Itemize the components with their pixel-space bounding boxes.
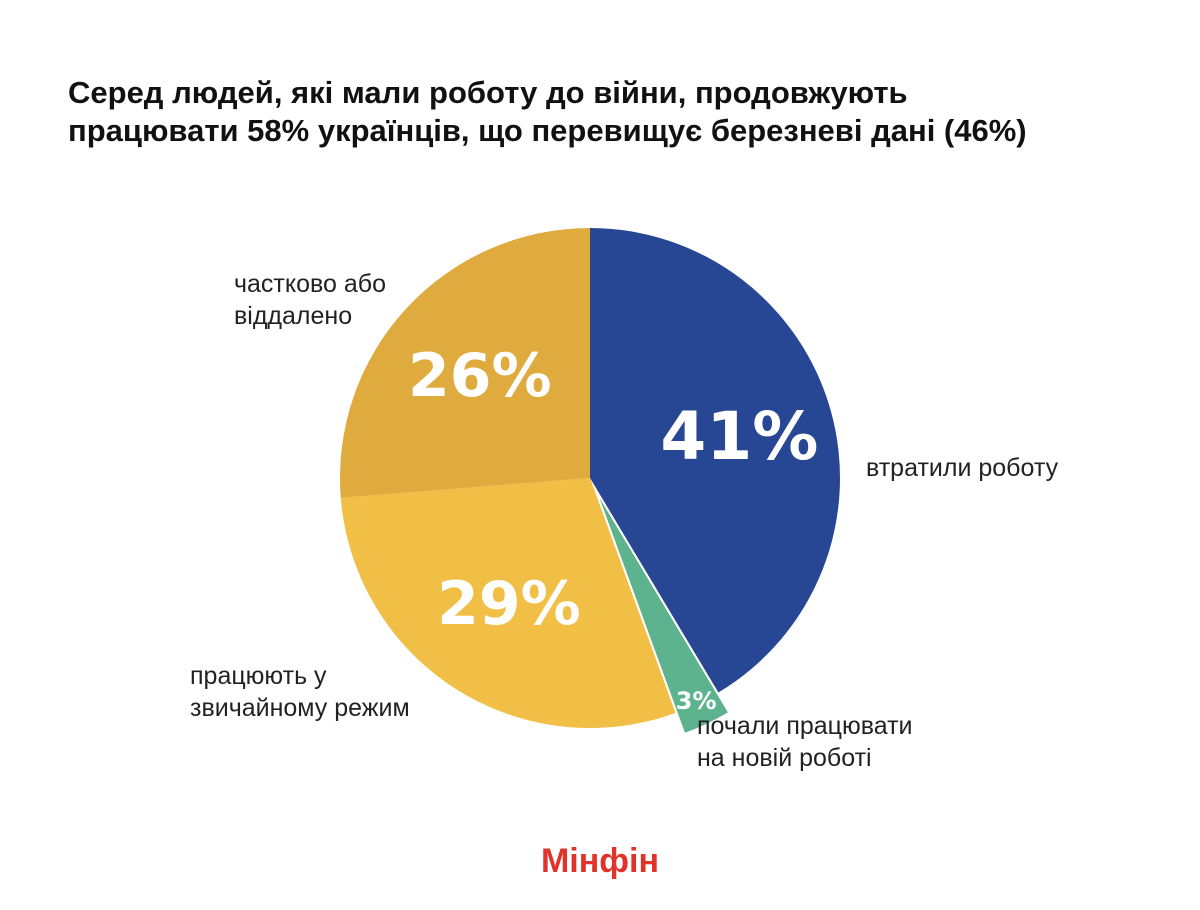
chart-title-line-2: працювати 58% українців, що перевищує бе…	[68, 113, 1027, 148]
category-label-line: частково або	[234, 270, 386, 298]
value-label-new-job: 3%	[676, 687, 717, 715]
value-label-lost-job: 41%	[660, 398, 818, 475]
pie-slice-partial-remote	[340, 228, 590, 498]
category-label-lost-job: втратили роботу	[866, 454, 1059, 482]
value-label-partial-remote: 26%	[408, 341, 552, 411]
pie-slice-lost-job	[590, 228, 841, 693]
category-label-line: працюють у	[190, 662, 327, 690]
value-label-normal-mode: 29%	[437, 569, 581, 639]
pie-slice-new-job	[599, 497, 728, 733]
chart-title-line-1: Серед людей, які мали роботу до війни, п…	[68, 75, 908, 110]
chart-title: Серед людей, які мали роботу до війни, п…	[68, 74, 1148, 150]
pie-slice-normal-mode	[340, 478, 676, 729]
category-label-partial-remote: частково або віддалено	[234, 270, 386, 330]
category-label-new-job: почали працювати на новій роботі	[697, 712, 913, 772]
category-label-line: віддалено	[234, 302, 352, 330]
category-label-line: почали працювати	[697, 712, 913, 740]
category-label-normal-mode: працюють у звичайному режим	[190, 662, 410, 722]
category-label-line: на новій роботі	[697, 744, 872, 772]
category-label-line: втратили роботу	[866, 454, 1059, 482]
minfin-logo: Мінфін	[540, 842, 660, 880]
category-label-line: звичайному режим	[190, 694, 410, 722]
